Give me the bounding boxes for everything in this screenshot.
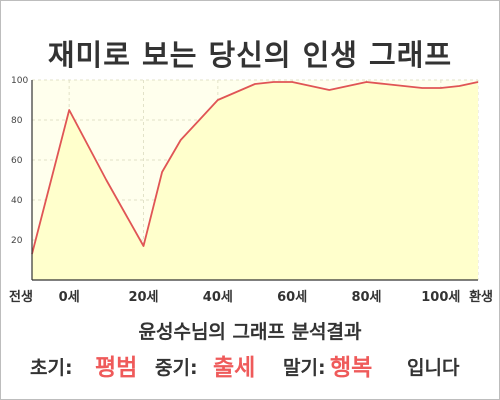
y-tick-label: 100 xyxy=(11,76,28,86)
y-tick-label: 20 xyxy=(11,236,23,246)
x-tick-label: 0세 xyxy=(59,290,80,305)
middle-value: 출세 xyxy=(213,355,256,381)
early-value: 평범 xyxy=(95,355,138,381)
early-label: 초기: xyxy=(30,357,73,379)
x-tick-label: 20세 xyxy=(128,290,158,305)
middle-label: 중기: xyxy=(155,357,198,379)
y-tick-label: 60 xyxy=(11,156,23,166)
series-area xyxy=(32,82,478,280)
x-tick-label: 60세 xyxy=(277,290,307,305)
y-tick-label: 80 xyxy=(11,116,23,126)
analysis-result: 초기: 평범 중기: 출세 말기: 행복 입니다 xyxy=(30,345,490,381)
x-tick-label: 전생 xyxy=(9,289,33,305)
chart-title: 재미로 보는 당신의 인생 그래프 xyxy=(47,38,453,72)
y-tick-label: 40 xyxy=(11,196,23,206)
x-tick-label: 80세 xyxy=(351,290,381,305)
x-tick-label: 40세 xyxy=(203,290,233,305)
analysis-subtitle: 윤성수님의 그래프 분석결과 xyxy=(138,321,362,343)
late-value: 행복 xyxy=(330,355,373,381)
x-tick-label: 100세 xyxy=(421,290,460,305)
late-label: 말기: xyxy=(283,357,326,379)
series-line xyxy=(31,81,479,255)
ending-text: 입니다 xyxy=(407,357,460,379)
x-tick-label: 환생 xyxy=(469,289,493,305)
